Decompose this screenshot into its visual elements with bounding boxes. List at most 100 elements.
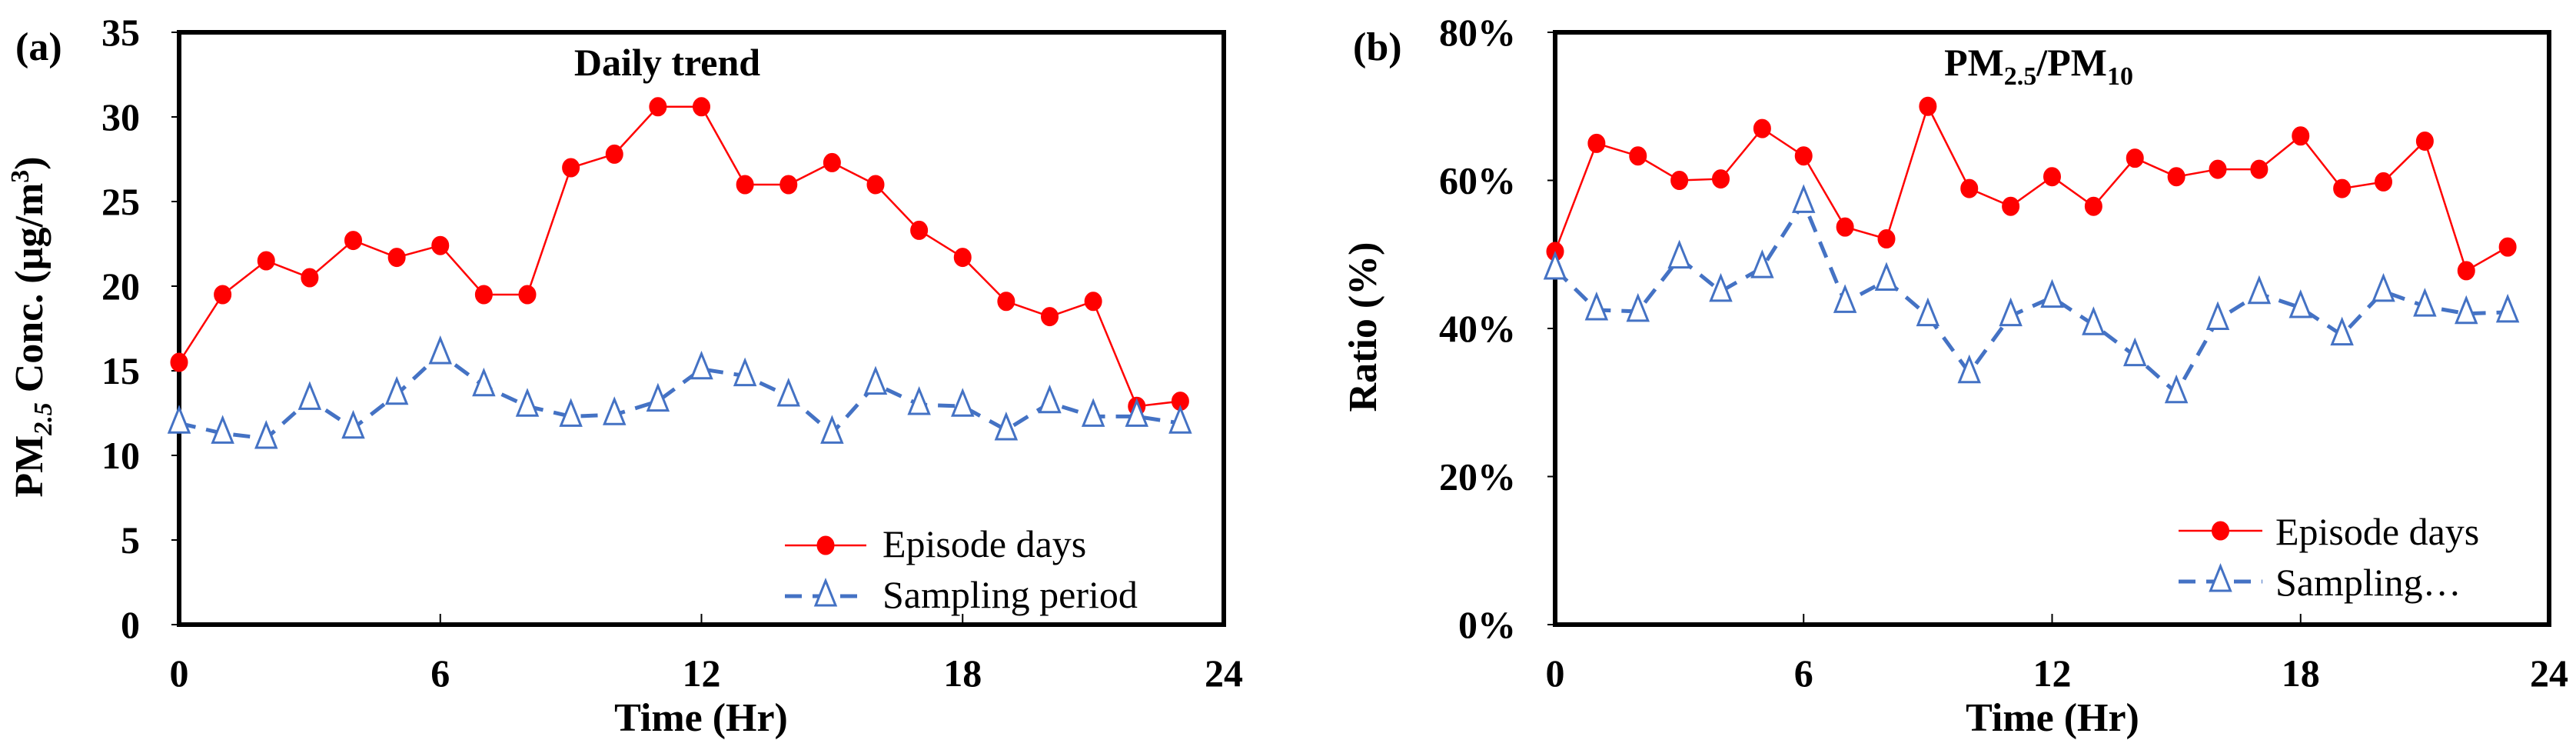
data-point-sampling bbox=[1792, 184, 1816, 213]
x-tick-label: 6 bbox=[430, 652, 450, 695]
legend-label-sampling-b: Sampling… bbox=[2275, 561, 2461, 604]
data-point-episode bbox=[1919, 96, 1937, 116]
plot-b: 0% 20% 40% 60% 80% 0 6 12 18 24 bbox=[1439, 11, 2568, 695]
data-point-sampling bbox=[2123, 337, 2147, 367]
data-point-episode bbox=[518, 285, 537, 305]
chart-title-a: Daily trend bbox=[574, 41, 760, 84]
x-tick-label: 0 bbox=[1546, 652, 1565, 695]
data-point-sampling bbox=[1584, 291, 1609, 321]
data-point-sampling bbox=[1957, 354, 1981, 384]
data-point-episode bbox=[823, 152, 841, 172]
data-point-sampling bbox=[1667, 239, 1691, 269]
data-point-episode bbox=[2209, 159, 2227, 179]
data-point-episode bbox=[2167, 167, 2185, 187]
data-point-episode bbox=[1670, 171, 1689, 190]
data-point-episode bbox=[2250, 159, 2269, 179]
data-point-episode bbox=[910, 220, 929, 240]
data-point-sampling bbox=[1626, 292, 1650, 322]
ylabel-pm: PM bbox=[8, 435, 52, 498]
data-point-sampling bbox=[1874, 262, 1899, 291]
x-tick-label: 18 bbox=[943, 652, 982, 695]
data-point-episode bbox=[2084, 196, 2102, 216]
data-point-sampling bbox=[2247, 275, 2272, 305]
data-point-episode bbox=[1877, 229, 1896, 249]
legend-marker bbox=[816, 535, 835, 555]
ylabel-sup: 3 bbox=[6, 170, 35, 183]
chart-title-b: PM2.5/PM10 bbox=[1944, 41, 2133, 91]
y-tick-label: 35 bbox=[101, 11, 140, 54]
data-point-episode bbox=[2333, 178, 2352, 198]
series-line-episode bbox=[178, 105, 1181, 408]
data-point-episode bbox=[1587, 133, 1606, 153]
data-point-sampling bbox=[1709, 272, 1733, 302]
title-sub-10: 10 bbox=[2107, 62, 2133, 91]
panel-label-a: (a) bbox=[15, 25, 62, 69]
data-point-sampling bbox=[384, 375, 409, 405]
y-tick-label: 5 bbox=[121, 518, 140, 562]
data-point-episode bbox=[1629, 146, 1647, 166]
data-point-sampling bbox=[559, 398, 583, 427]
title-sub-25: 2.5 bbox=[2004, 62, 2037, 91]
data-point-sampling bbox=[2495, 293, 2520, 323]
data-point-sampling bbox=[907, 386, 931, 415]
legend-label-episode-a: Episode days bbox=[882, 522, 1086, 565]
y-tick-label: 0% bbox=[1458, 603, 1516, 646]
data-point-sampling bbox=[515, 388, 540, 417]
data-point-sampling bbox=[2164, 374, 2189, 404]
data-point-sampling bbox=[1038, 384, 1062, 414]
data-point-sampling bbox=[2413, 288, 2437, 317]
data-point-sampling bbox=[863, 365, 888, 395]
data-point-episode bbox=[2043, 167, 2061, 187]
data-point-episode bbox=[301, 268, 319, 288]
data-point-episode bbox=[474, 285, 493, 305]
legend-label-episode-b: Episode days bbox=[2275, 510, 2479, 553]
data-point-sampling bbox=[1999, 297, 2023, 327]
x-axis-title-a: Time (Hr) bbox=[614, 696, 788, 740]
x-tick-label: 12 bbox=[683, 652, 721, 695]
y-tick-label: 60% bbox=[1439, 159, 1516, 202]
ylabel-sub: 2.5 bbox=[29, 402, 58, 436]
y-tick-label: 80% bbox=[1439, 11, 1516, 54]
data-point-episode bbox=[1712, 169, 1730, 189]
data-point-episode bbox=[693, 97, 710, 117]
data-point-sampling bbox=[472, 367, 496, 397]
data-point-sampling bbox=[733, 357, 757, 387]
data-point-episode bbox=[257, 251, 275, 271]
data-point-episode bbox=[649, 97, 667, 117]
title-pm10: /PM bbox=[2036, 41, 2107, 84]
data-point-episode bbox=[2375, 172, 2392, 192]
data-point-sampling bbox=[1543, 251, 1567, 280]
y-tick-label: 30 bbox=[101, 95, 140, 138]
data-point-sampling bbox=[820, 415, 844, 444]
data-point-sampling bbox=[951, 388, 975, 417]
data-point-sampling bbox=[254, 420, 278, 449]
data-point-episode bbox=[2415, 131, 2434, 151]
series-line-sampling bbox=[1554, 198, 2508, 396]
data-point-sampling bbox=[994, 412, 1019, 441]
data-point-sampling bbox=[341, 409, 365, 439]
x-tick-label: 6 bbox=[1794, 652, 1813, 695]
x-tick-label: 18 bbox=[2282, 652, 2320, 695]
y-tick-label: 20 bbox=[101, 265, 140, 308]
plot-a: 0 5 10 15 20 25 30 35 0 6 12 18 24 bbox=[101, 11, 1243, 695]
data-point-sampling bbox=[1833, 284, 1857, 313]
ylabel-post: ) bbox=[8, 156, 52, 169]
y-axis-title-b: Ratio (%) bbox=[1341, 242, 1385, 412]
data-point-episode bbox=[2498, 237, 2517, 257]
data-point-sampling bbox=[167, 405, 191, 434]
y-tick-label: 0 bbox=[121, 603, 140, 646]
data-point-sampling bbox=[428, 335, 452, 365]
data-point-episode bbox=[953, 248, 972, 268]
data-point-episode bbox=[1041, 307, 1059, 327]
x-tick-label: 24 bbox=[2530, 652, 2568, 695]
data-point-episode bbox=[1794, 146, 1813, 166]
series-line-episode bbox=[1554, 103, 2508, 272]
data-point-sampling bbox=[690, 350, 713, 380]
data-point-sampling bbox=[603, 396, 627, 425]
data-point-episode bbox=[431, 235, 450, 255]
panel-label-b: (b) bbox=[1353, 25, 1402, 69]
legend-marker bbox=[2212, 521, 2229, 541]
y-tick-label: 20% bbox=[1439, 455, 1516, 498]
data-point-sampling bbox=[211, 415, 234, 444]
